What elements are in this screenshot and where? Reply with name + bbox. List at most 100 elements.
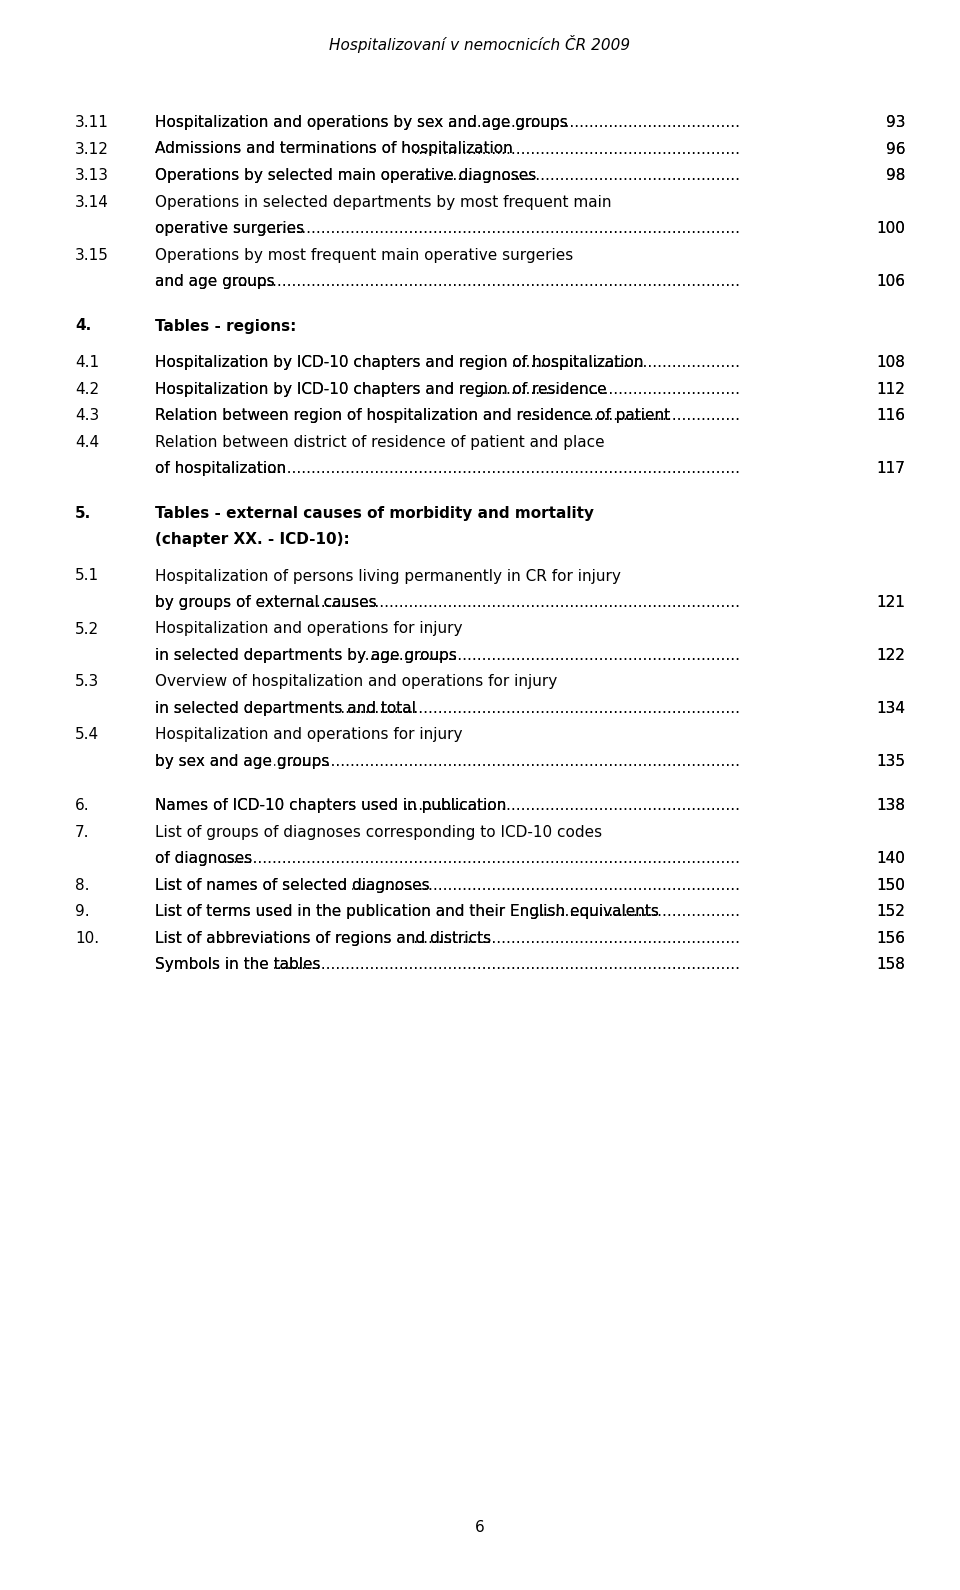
Text: Hospitalization by ICD-10 chapters and region of residence: Hospitalization by ICD-10 chapters and r… [155, 382, 607, 396]
Text: 135: 135 [876, 754, 905, 770]
Text: 4.3: 4.3 [75, 409, 99, 423]
Text: 117: 117 [876, 461, 905, 475]
Text: ................................................................................: ........................................… [155, 701, 740, 716]
Text: 121: 121 [876, 595, 905, 611]
Text: List of names of selected diagnoses: List of names of selected diagnoses [155, 878, 430, 894]
Text: operative surgeries: operative surgeries [155, 221, 304, 235]
Bar [154, 792, 401, 827]
Bar [883, 925, 915, 960]
Text: Hospitalization by ICD-10 chapters and region of hospitalization: Hospitalization by ICD-10 chapters and r… [155, 355, 643, 370]
Bar [889, 108, 915, 143]
Text: 3.15: 3.15 [75, 248, 108, 262]
Bar [154, 108, 445, 143]
Text: Operations in selected departments by most frequent main: Operations in selected departments by mo… [155, 194, 612, 210]
Text: 5.2: 5.2 [75, 622, 99, 636]
Text: 3.12: 3.12 [75, 142, 108, 156]
Text: Admissions and terminations of hospitalization: Admissions and terminations of hospitali… [155, 142, 513, 156]
Bar [154, 898, 529, 933]
Bar [154, 747, 273, 782]
Text: 140: 140 [876, 852, 905, 867]
Text: 98: 98 [886, 169, 905, 183]
Text: 122: 122 [876, 649, 905, 663]
Text: Admissions and terminations of hospitalization: Admissions and terminations of hospitali… [155, 142, 513, 156]
Text: ................................................................................: ........................................… [155, 355, 740, 370]
Text: Tables - regions:: Tables - regions: [155, 318, 297, 334]
Text: ................................................................................: ........................................… [155, 754, 740, 770]
Text: 135: 135 [876, 754, 905, 770]
Text: 138: 138 [876, 798, 905, 814]
Text: Tables - external causes of morbidity and mortality: Tables - external causes of morbidity an… [155, 506, 594, 520]
Text: 158: 158 [876, 957, 905, 973]
Text: ................................................................................: ........................................… [155, 649, 740, 663]
Text: List of groups of diagnoses corresponding to ICD-10 codes: List of groups of diagnoses correspondin… [155, 825, 602, 840]
Text: 4.4: 4.4 [75, 434, 99, 450]
Bar [883, 747, 915, 782]
Text: operative surgeries: operative surgeries [155, 221, 304, 235]
Text: ................................................................................: ........................................… [155, 878, 740, 894]
Text: ................................................................................: ........................................… [155, 932, 740, 946]
Text: List of abbreviations of regions and districts: List of abbreviations of regions and dis… [155, 932, 492, 946]
Text: 152: 152 [876, 905, 905, 919]
Bar [883, 588, 915, 623]
Text: 5.4: 5.4 [75, 728, 99, 743]
Text: List of terms used in the publication and their English equivalents: List of terms used in the publication an… [155, 905, 659, 919]
Text: 9.: 9. [75, 905, 89, 919]
Text: 100: 100 [876, 221, 905, 235]
Text: by groups of external causes: by groups of external causes [155, 595, 376, 611]
Text: 6: 6 [475, 1520, 485, 1534]
Text: ................................................................................: ........................................… [155, 142, 740, 156]
Bar [883, 455, 915, 490]
Bar [883, 792, 915, 827]
Text: Operations by most frequent main operative surgeries: Operations by most frequent main operati… [155, 248, 573, 262]
Text: Relation between region of hospitalization and residence of patient: Relation between region of hospitalizati… [155, 409, 670, 423]
Text: 3.11: 3.11 [75, 114, 108, 130]
Text: 156: 156 [876, 932, 905, 946]
Text: 116: 116 [876, 409, 905, 423]
Bar [883, 951, 915, 986]
Text: 138: 138 [876, 798, 905, 814]
Text: ................................................................................: ........................................… [155, 852, 740, 867]
Text: 93: 93 [885, 114, 905, 130]
Bar [154, 455, 256, 490]
Text: ................................................................................: ........................................… [155, 114, 740, 130]
Text: 108: 108 [876, 355, 905, 370]
Text: 4.: 4. [75, 318, 91, 334]
Text: 106: 106 [876, 273, 905, 289]
Text: 150: 150 [876, 878, 905, 894]
Bar [154, 846, 223, 881]
Text: ................................................................................: ........................................… [155, 957, 740, 973]
Text: 4.2: 4.2 [75, 382, 99, 396]
Text: ................................................................................: ........................................… [155, 798, 740, 814]
Text: Relation between region of hospitalization and residence of patient: Relation between region of hospitalizati… [155, 409, 670, 423]
Text: 121: 121 [876, 595, 905, 611]
Text: 10.: 10. [75, 932, 99, 946]
Text: ................................................................................: ........................................… [155, 595, 740, 611]
Bar [154, 215, 262, 250]
Text: ................................................................................: ........................................… [155, 169, 740, 183]
Text: 96: 96 [885, 142, 905, 156]
Text: 134: 134 [876, 701, 905, 716]
Text: 8.: 8. [75, 878, 89, 894]
Bar [883, 267, 915, 302]
Bar [154, 375, 479, 410]
Text: Hospitalization and operations for injury: Hospitalization and operations for injur… [155, 728, 463, 743]
Text: Relation between district of residence of patient and place: Relation between district of residence o… [155, 434, 605, 450]
Text: Names of ICD-10 chapters used in publication: Names of ICD-10 chapters used in publica… [155, 798, 506, 814]
Bar [883, 642, 915, 677]
Bar [883, 871, 915, 906]
Text: Symbols in the tables: Symbols in the tables [155, 957, 321, 973]
Bar [889, 135, 915, 170]
Bar [154, 951, 273, 986]
Text: 96: 96 [885, 142, 905, 156]
Bar [883, 898, 915, 933]
Text: Hospitalization by ICD-10 chapters and region of hospitalization: Hospitalization by ICD-10 chapters and r… [155, 355, 643, 370]
Bar [154, 925, 412, 960]
Text: 122: 122 [876, 649, 905, 663]
Bar [883, 215, 915, 250]
Bar [154, 162, 418, 197]
Text: 4.1: 4.1 [75, 355, 99, 370]
Bar [883, 375, 915, 410]
Text: List of names of selected diagnoses: List of names of selected diagnoses [155, 878, 430, 894]
Text: ................................................................................: ........................................… [155, 905, 740, 919]
Text: Overview of hospitalization and operations for injury: Overview of hospitalization and operatio… [155, 674, 557, 690]
